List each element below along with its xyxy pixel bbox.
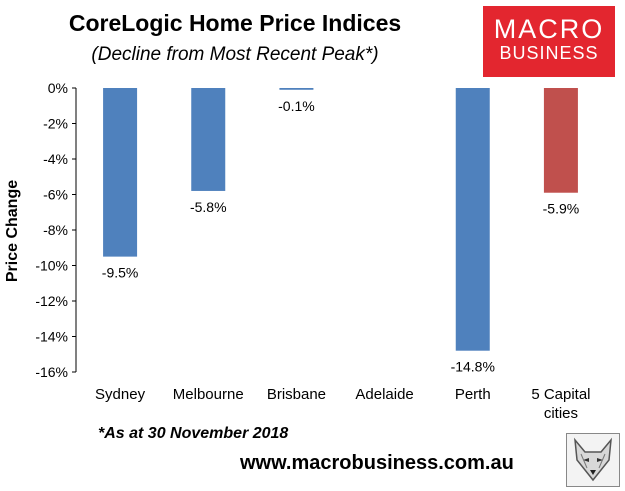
macrobusiness-logo: MACRO BUSINESS xyxy=(483,6,615,77)
x-tick-label: Sydney xyxy=(95,386,146,403)
data-label: -5.8% xyxy=(190,199,227,215)
data-label: -9.5% xyxy=(102,265,139,281)
bar xyxy=(543,88,578,193)
bar xyxy=(103,88,138,257)
y-tick-label: -8% xyxy=(43,222,68,238)
website-url: www.macrobusiness.com.au xyxy=(240,452,514,474)
data-label: -0.1% xyxy=(278,98,315,114)
y-tick-label: -2% xyxy=(43,116,68,132)
y-tick-label: -14% xyxy=(35,329,68,345)
chart-title: CoreLogic Home Price Indices xyxy=(68,10,402,36)
bar xyxy=(191,88,226,191)
data-label: -5.9% xyxy=(543,201,580,217)
fox-logo-icon xyxy=(566,433,620,487)
y-tick-label: -16% xyxy=(35,364,68,380)
data-label: -14.8% xyxy=(451,359,495,375)
chart-subtitle: (Decline from Most Recent Peak*) xyxy=(91,44,379,65)
y-tick-label: -10% xyxy=(35,258,68,274)
bar xyxy=(455,88,490,351)
y-tick-label: -6% xyxy=(43,187,68,203)
y-tick-label: 0% xyxy=(48,80,68,96)
x-tick-label: Brisbane xyxy=(267,386,326,403)
x-tick-label: Adelaide xyxy=(355,386,413,403)
x-tick-label: Melbourne xyxy=(173,386,244,403)
x-tick-label: cities xyxy=(544,405,578,422)
logo-line-1: MACRO xyxy=(493,14,605,44)
x-tick-label: 5 Capital xyxy=(531,386,590,403)
x-tick-label: Perth xyxy=(455,386,491,403)
y-tick-label: -12% xyxy=(35,293,68,309)
logo-line-2: BUSINESS xyxy=(499,43,599,63)
footnote: *As at 30 November 2018 xyxy=(98,425,289,442)
y-tick-label: -4% xyxy=(43,151,68,167)
bar xyxy=(279,88,314,90)
